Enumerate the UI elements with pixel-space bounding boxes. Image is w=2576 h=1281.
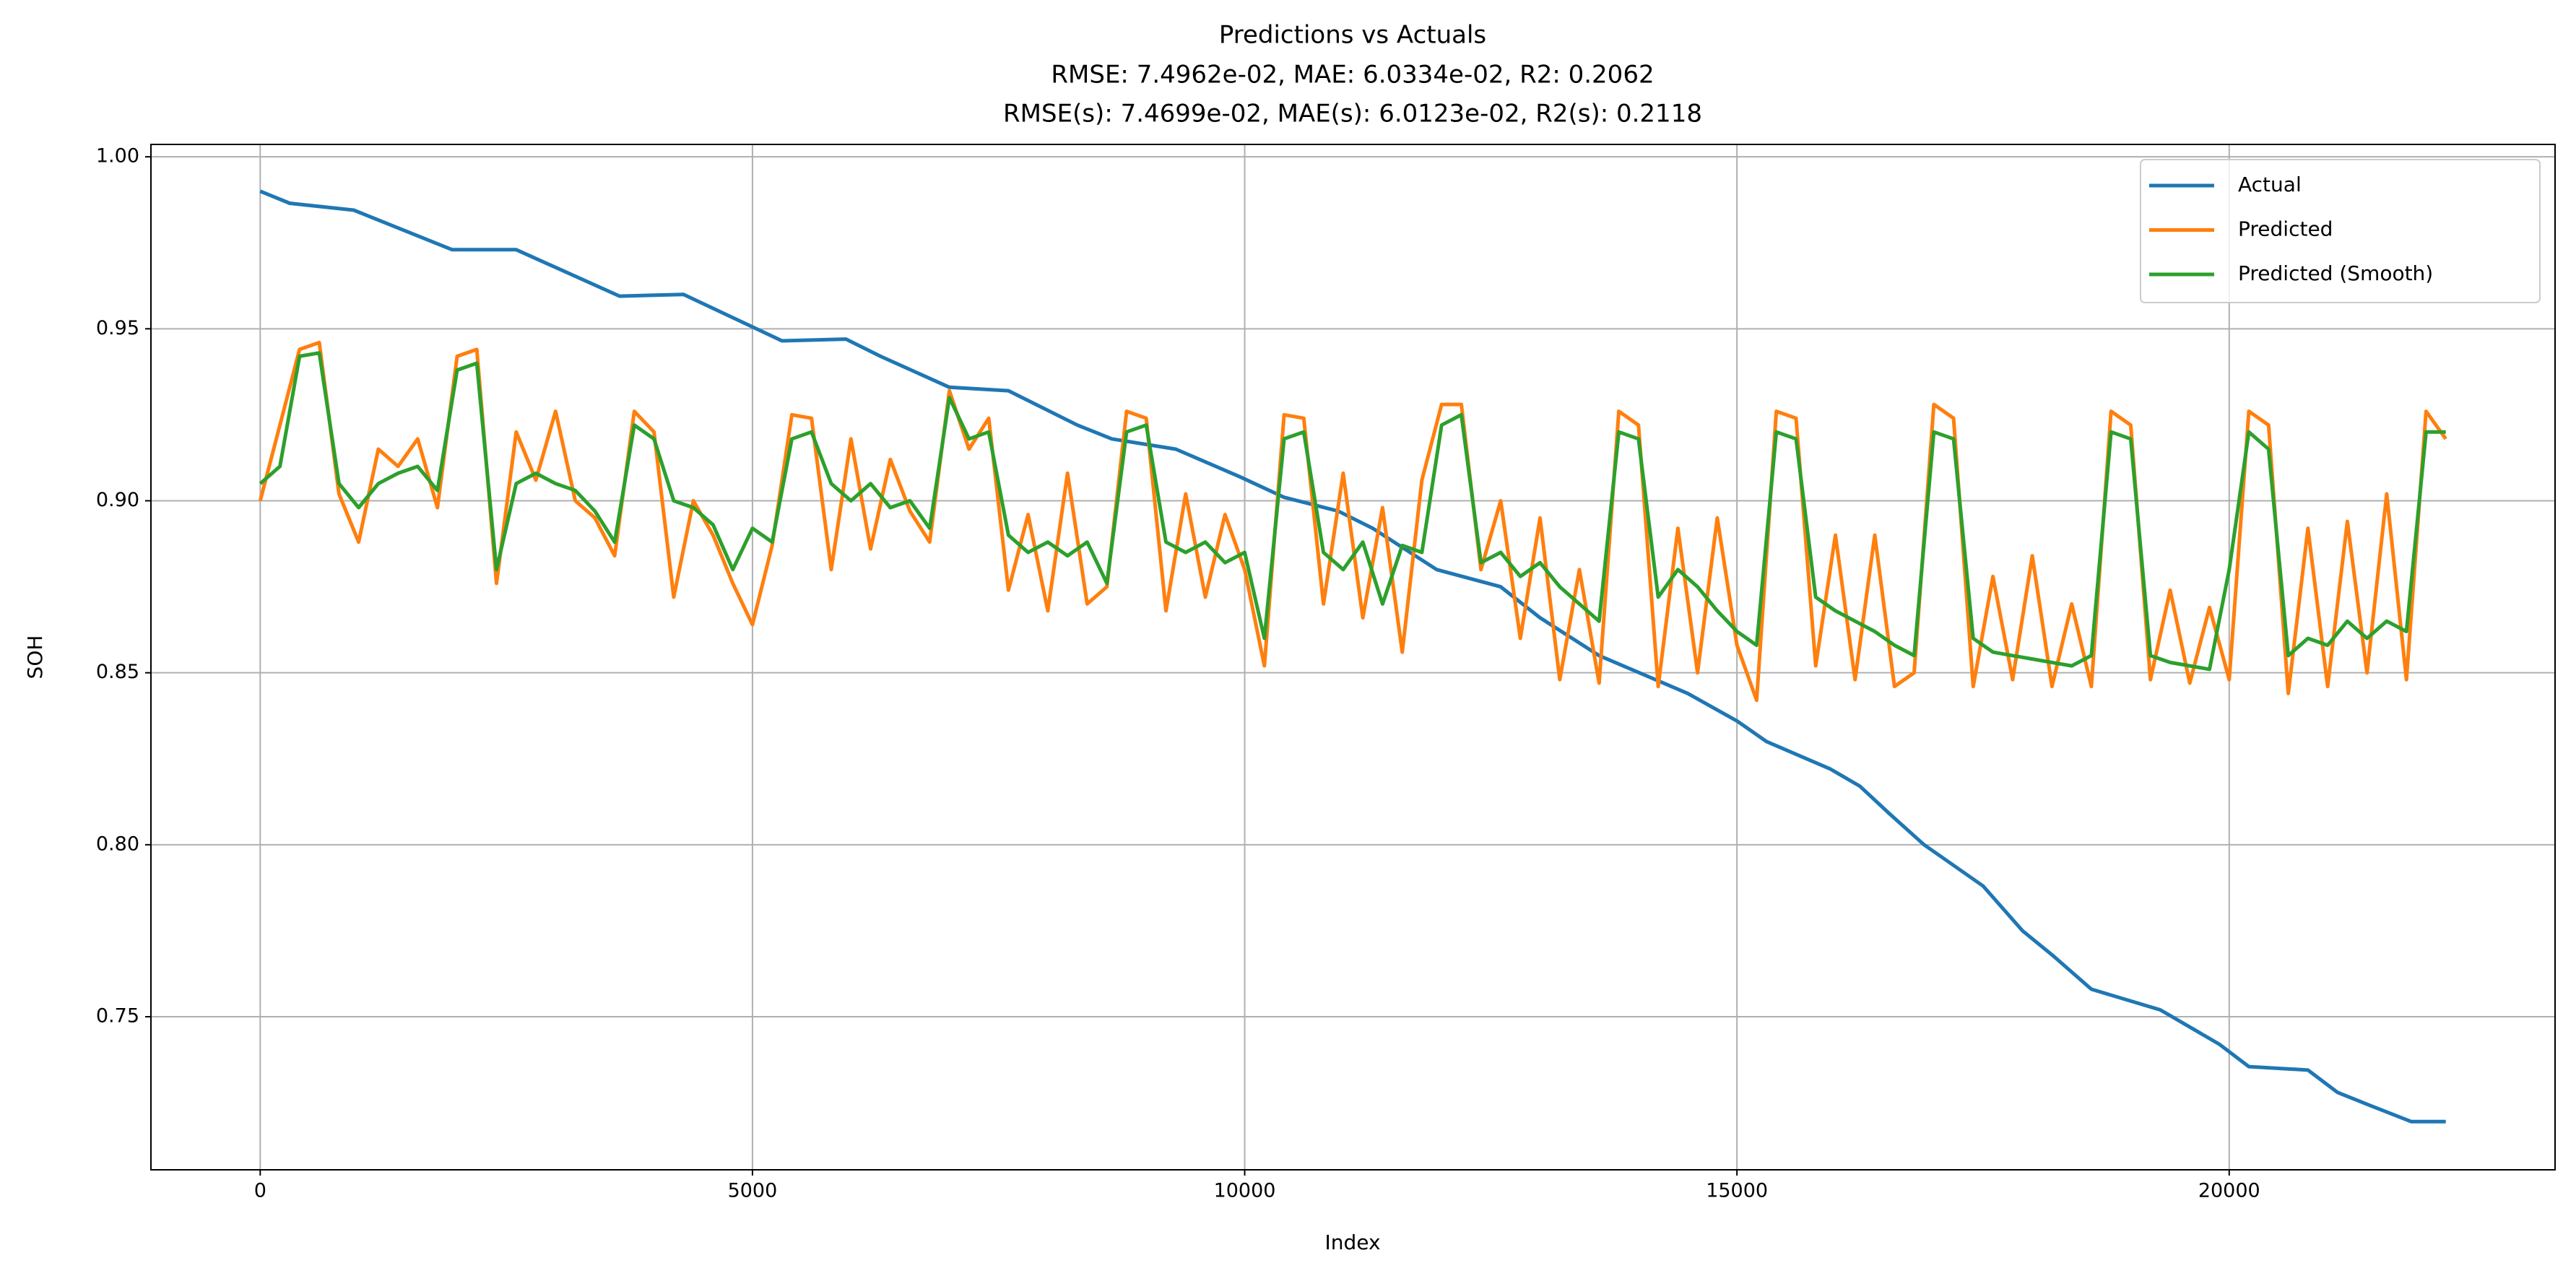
plot-area [258, 189, 2447, 1124]
x-tick-label: 5000 [728, 1180, 778, 1202]
y-axis-label: SOH [23, 635, 47, 679]
legend-label: Predicted (Smooth) [2238, 261, 2433, 285]
y-tick-label: 0.75 [96, 1005, 139, 1028]
x-tick-label: 15000 [1706, 1180, 1768, 1202]
x-axis-label: Index [1324, 1230, 1380, 1254]
series-line [259, 351, 2446, 672]
y-tick-label: 0.90 [96, 489, 139, 511]
y-tick-label: 0.80 [96, 833, 139, 855]
legend: Actual Predicted Predicted (Smooth) [2140, 159, 2541, 303]
legend-box [2140, 159, 2541, 303]
y-tick-label: 1.00 [96, 145, 139, 168]
y-tick-label: 0.95 [96, 317, 139, 339]
chart-subtitle: RMSE: 7.4962e-02, MAE: 6.0334e-02, R2: 0… [1051, 61, 1654, 90]
x-tick-label: 20000 [2198, 1180, 2260, 1202]
legend-label: Actual [2238, 173, 2302, 196]
x-tick-label: 10000 [1214, 1180, 1276, 1202]
chart-subtitle: RMSE(s): 7.4699e-02, MAE(s): 6.0123e-02,… [1003, 100, 1702, 129]
series-line [259, 189, 2446, 1124]
legend-label: Predicted [2238, 217, 2333, 241]
series-line [258, 340, 2447, 703]
chart-title: Predictions vs Actuals [1219, 21, 1486, 50]
ticks: 0 5000 10000 15000 20000 0.75 0.80 0.85 0.90 0.95… [96, 145, 2260, 1202]
x-tick-label: 0 [254, 1180, 266, 1202]
y-tick-label: 0.85 [96, 661, 139, 683]
axes-frame [150, 144, 2556, 1171]
